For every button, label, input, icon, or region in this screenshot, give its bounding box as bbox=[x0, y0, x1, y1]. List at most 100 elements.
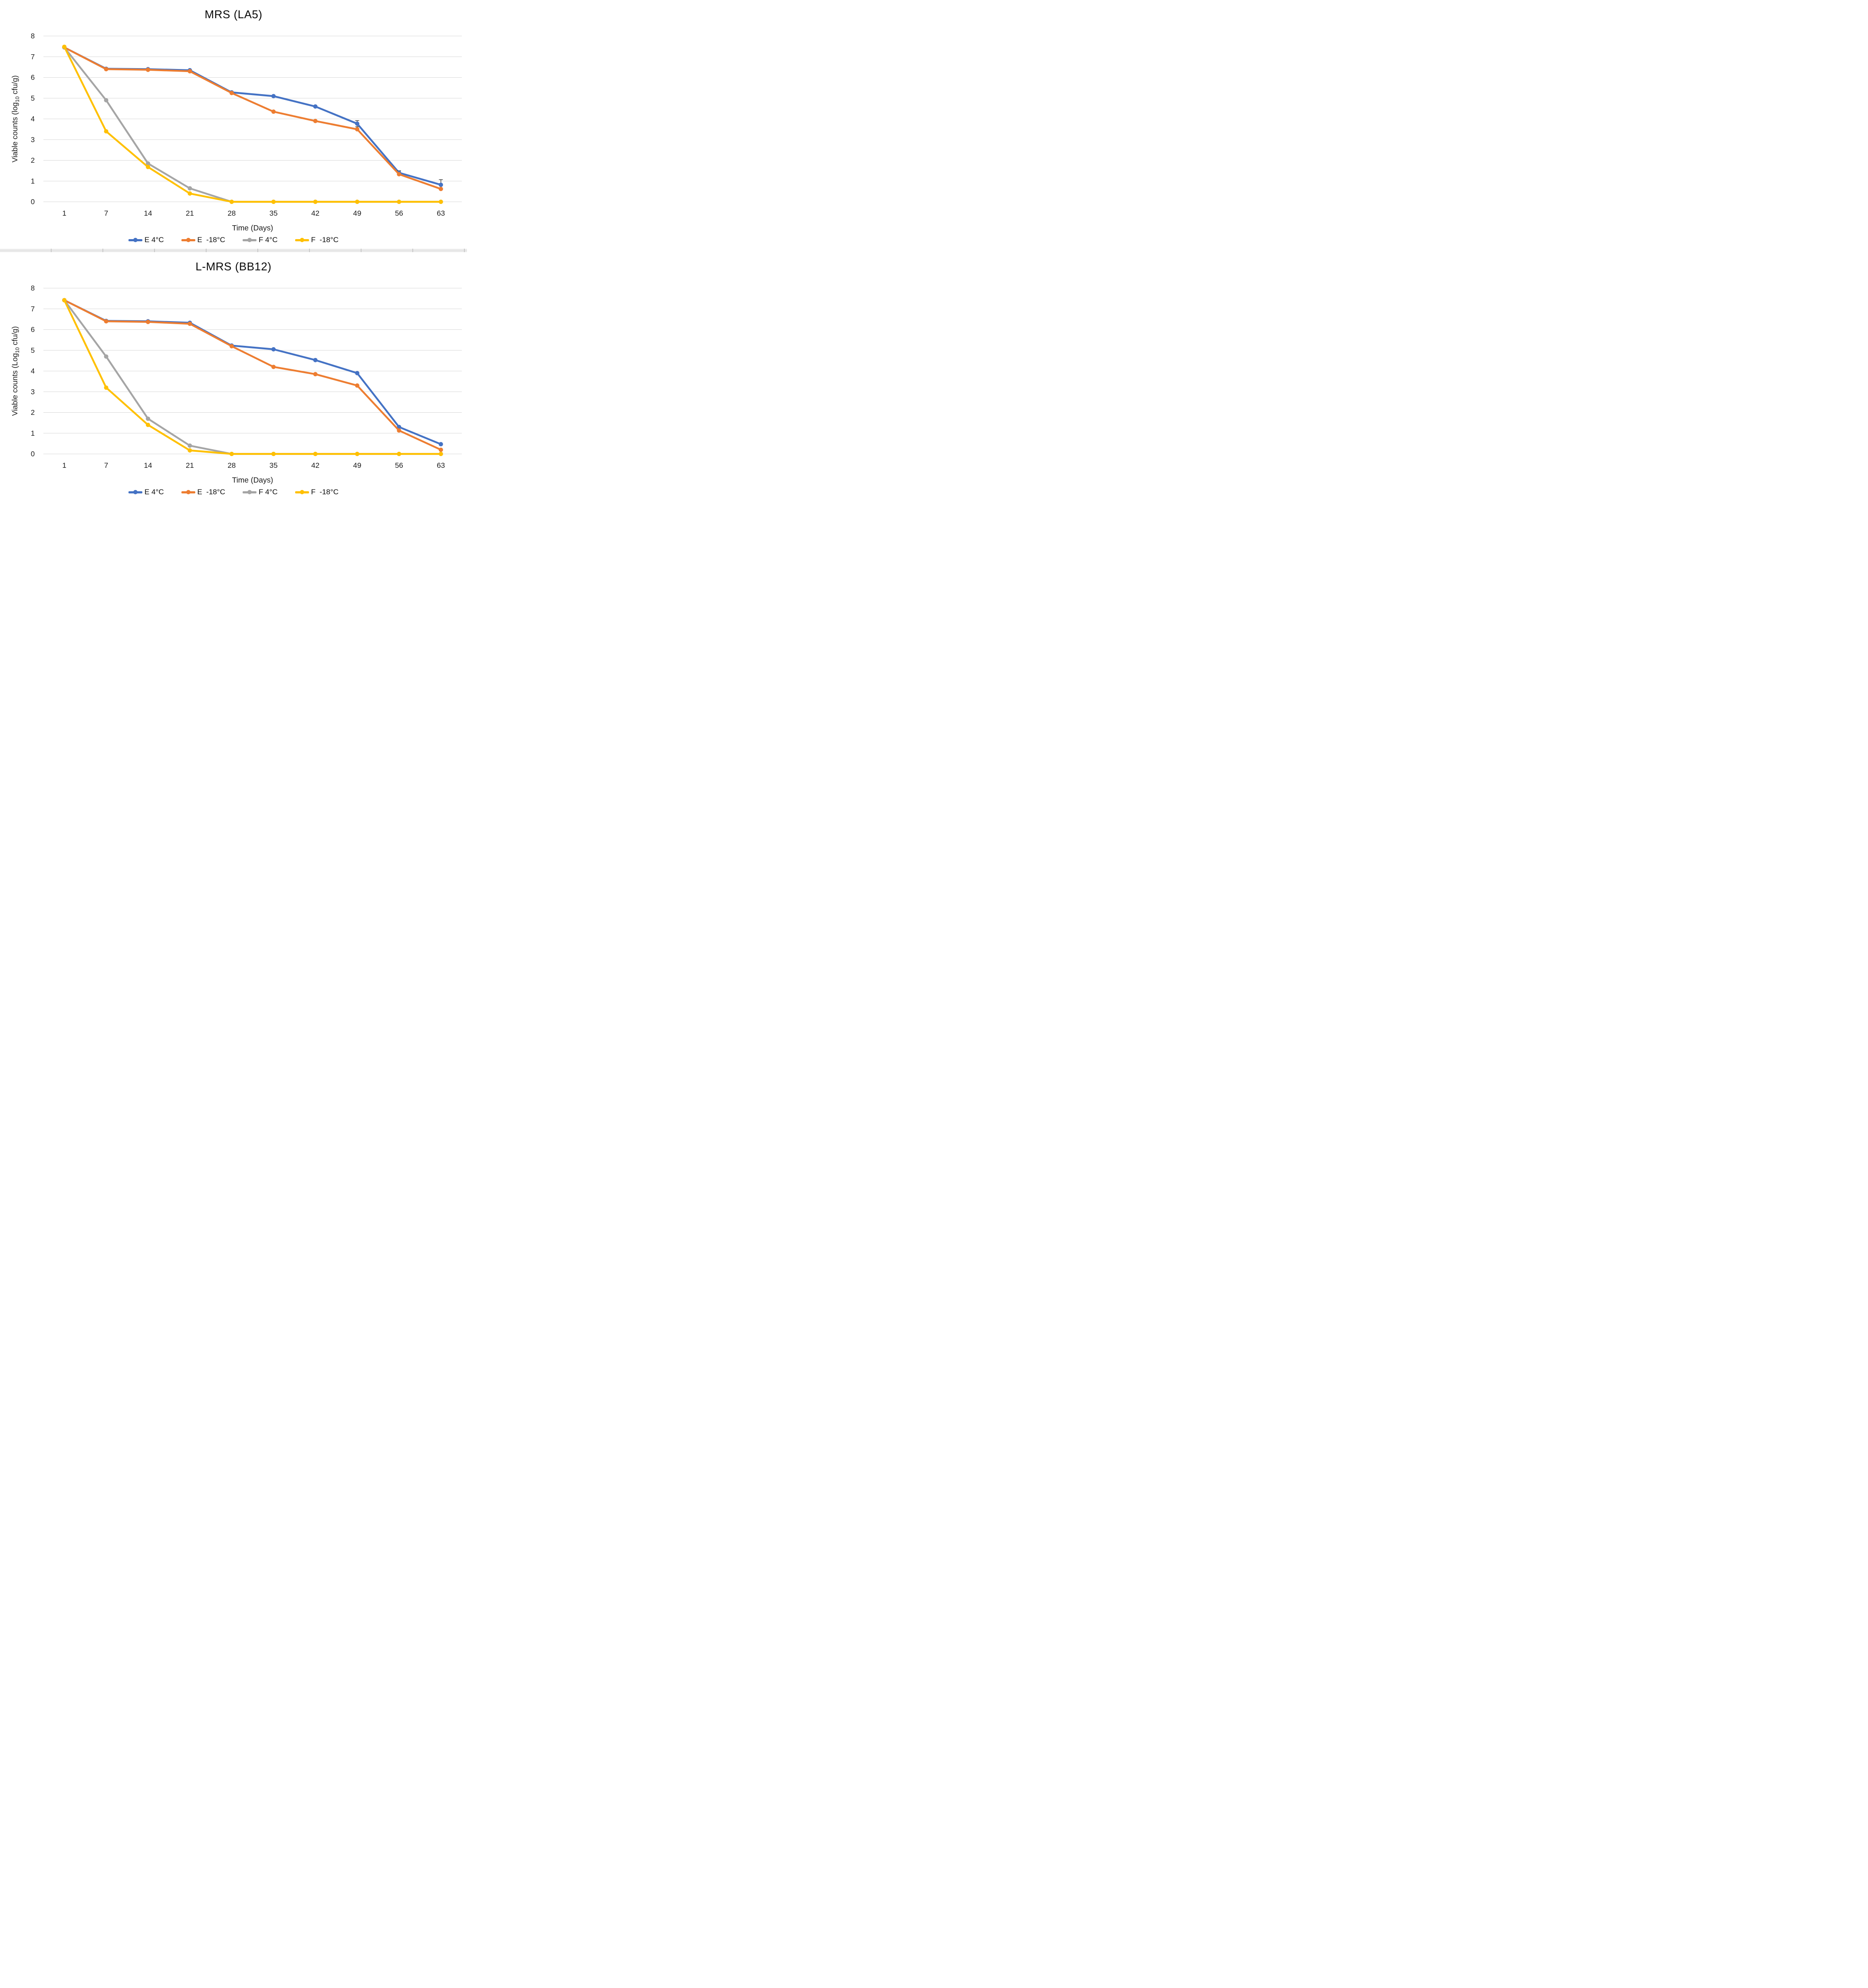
series-line-2 bbox=[63, 46, 442, 203]
image-seam-divider bbox=[0, 249, 467, 252]
data-point-marker bbox=[187, 448, 192, 453]
data-point-marker bbox=[104, 319, 109, 324]
x-tick-label: 1 bbox=[62, 461, 66, 470]
y-tick-label: 0 bbox=[31, 450, 35, 458]
legend-series-marker-icon bbox=[181, 238, 195, 243]
series-line-3 bbox=[63, 46, 442, 203]
data-point-marker bbox=[187, 69, 192, 74]
x-tick-label: 42 bbox=[311, 209, 319, 217]
data-point-marker bbox=[355, 121, 359, 126]
x-tick-label: 14 bbox=[144, 209, 152, 217]
legend-label: F -18°C bbox=[311, 236, 339, 244]
data-point-marker bbox=[229, 344, 234, 348]
legend-bottom: E 4°C E -18°C F 4°C F -18°C bbox=[0, 488, 467, 496]
x-tick-label: 49 bbox=[353, 209, 362, 217]
y-tick-label: 3 bbox=[31, 136, 35, 144]
data-point-marker bbox=[187, 322, 192, 326]
legend-item: E 4°C bbox=[128, 488, 164, 496]
data-point-marker bbox=[229, 452, 234, 456]
y-tick-label: 6 bbox=[31, 326, 35, 334]
data-point-marker bbox=[146, 161, 150, 166]
y-tick-label: 8 bbox=[31, 285, 35, 292]
x-axis-title: Time (Days) bbox=[232, 476, 273, 484]
data-point-marker bbox=[229, 91, 234, 95]
legend-series-marker-icon bbox=[242, 490, 257, 495]
legend-label: E 4°C bbox=[144, 488, 164, 496]
y-tick-label: 0 bbox=[31, 198, 35, 206]
y-axis-title: Viable counts (log10 cfu/g) bbox=[10, 76, 20, 163]
data-point-marker bbox=[313, 358, 318, 362]
data-point-marker bbox=[146, 416, 150, 421]
two-panel-line-chart-figure: MRS (LA5) 0 1 2 3 4 5 6 7 8 Viable counts (log10 … bbox=[0, 0, 467, 496]
data-point-marker bbox=[438, 187, 443, 191]
data-point-marker bbox=[355, 452, 359, 456]
y-tick-label: 2 bbox=[31, 409, 35, 417]
data-point-marker bbox=[229, 200, 234, 204]
plot-area-top: 0 1 2 3 4 5 6 7 8 Viable counts (log10 cfu/g) 1 7 14… bbox=[0, 22, 467, 235]
x-tick-label: 1 bbox=[62, 209, 66, 217]
y-tick-label: 7 bbox=[31, 53, 35, 61]
x-tick-label: 42 bbox=[311, 461, 319, 470]
data-point-marker bbox=[313, 372, 318, 377]
data-point-marker bbox=[104, 129, 109, 134]
y-tick-label: 4 bbox=[31, 368, 35, 375]
data-point-marker bbox=[397, 172, 401, 177]
x-tick-label: 28 bbox=[227, 461, 236, 470]
x-tick-label: 63 bbox=[437, 461, 445, 470]
x-tick-label: 35 bbox=[270, 209, 278, 217]
y-tick-label: 2 bbox=[31, 157, 35, 164]
legend-series-marker-icon bbox=[295, 490, 309, 495]
legend-item: E -18°C bbox=[181, 488, 225, 496]
plot-area-bottom: 0 1 2 3 4 5 6 7 8 Viable counts (Log10 cfu/g) 1 7 14… bbox=[0, 274, 467, 487]
x-tick-label: 7 bbox=[104, 209, 108, 217]
legend-label: E -18°C bbox=[197, 488, 225, 496]
data-point-marker bbox=[438, 200, 443, 204]
legend-label: E 4°C bbox=[144, 236, 164, 244]
data-point-marker bbox=[62, 44, 67, 49]
legend-item: F 4°C bbox=[242, 236, 278, 244]
data-point-marker bbox=[355, 127, 359, 131]
legend-series-marker-icon bbox=[128, 238, 142, 243]
data-point-marker bbox=[146, 67, 150, 72]
y-tick-label: 7 bbox=[31, 305, 35, 313]
series-line-3 bbox=[63, 299, 442, 455]
legend-series-marker-icon bbox=[242, 238, 257, 243]
y-axis-title: Viable counts (Log10 cfu/g) bbox=[10, 326, 20, 416]
x-tick-label: 56 bbox=[395, 209, 403, 217]
x-axis-title: Time (Days) bbox=[232, 223, 273, 232]
y-tick-label: 5 bbox=[31, 95, 35, 102]
y-tick-label: 6 bbox=[31, 74, 35, 82]
chart-panel-lmrs-bb12: L-MRS (BB12) 0 1 2 3 4 5 6 7 8 Viable counts (Log… bbox=[0, 252, 467, 496]
legend-top: E 4°C E -18°C F 4°C F -18°C bbox=[0, 236, 467, 244]
y-tick-label: 4 bbox=[31, 115, 35, 123]
data-point-marker bbox=[438, 452, 443, 456]
legend-label: F 4°C bbox=[258, 236, 278, 244]
legend-label: F -18°C bbox=[311, 488, 339, 496]
y-tick-label: 5 bbox=[31, 347, 35, 355]
x-tick-label: 21 bbox=[186, 209, 194, 217]
data-point-marker bbox=[187, 186, 192, 191]
data-point-marker bbox=[187, 191, 192, 196]
data-point-marker bbox=[271, 365, 276, 369]
y-tick-label: 1 bbox=[31, 430, 35, 437]
data-point-marker bbox=[104, 67, 109, 72]
data-point-marker bbox=[271, 109, 276, 114]
legend-series-marker-icon bbox=[181, 490, 195, 495]
data-point-marker bbox=[438, 447, 443, 452]
data-point-marker bbox=[104, 385, 109, 390]
x-tick-label: 28 bbox=[227, 209, 236, 217]
data-point-marker bbox=[146, 319, 150, 324]
y-tick-label: 3 bbox=[31, 388, 35, 396]
data-point-marker bbox=[355, 371, 359, 375]
series-line-1 bbox=[63, 299, 442, 451]
legend-series-marker-icon bbox=[295, 238, 309, 243]
data-point-marker bbox=[313, 118, 318, 123]
data-point-marker bbox=[397, 200, 401, 204]
data-point-marker bbox=[271, 94, 276, 99]
x-tick-label: 21 bbox=[186, 461, 194, 470]
chart-title-top: MRS (LA5) bbox=[204, 8, 263, 21]
chart-title-bottom: L-MRS (BB12) bbox=[195, 260, 272, 273]
data-point-marker bbox=[146, 423, 150, 427]
